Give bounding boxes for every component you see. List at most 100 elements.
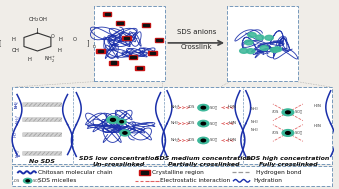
Text: [: [ [0,40,1,46]
Text: NH$_2^+$: NH$_2^+$ [44,55,57,65]
Text: $_4$OS: $_4$OS [272,129,280,137]
Circle shape [246,49,255,53]
Text: n: n [93,44,96,49]
Circle shape [282,130,294,136]
Text: $_4$OS: $_4$OS [187,137,196,144]
Bar [98,50,103,53]
Text: H: H [27,57,31,62]
Text: Hydrogen bond: Hydrogen bond [256,170,301,175]
FancyBboxPatch shape [22,133,62,137]
Text: $_4$OS: $_4$OS [187,120,196,127]
Circle shape [107,116,119,123]
Text: SDS low concentration
Un-crosslinked: SDS low concentration Un-crosslinked [79,156,158,167]
Bar [122,36,131,40]
Circle shape [26,180,29,182]
Circle shape [111,118,115,121]
Text: H$_3$N: H$_3$N [314,123,323,130]
Circle shape [198,105,209,111]
Text: Chitosan molecular chain: Chitosan molecular chain [38,170,113,175]
Text: NH$_2$: NH$_2$ [14,100,21,109]
Bar [116,21,124,25]
Text: NH$_3$: NH$_3$ [170,120,179,127]
Circle shape [120,130,130,136]
Bar [124,37,129,39]
Circle shape [201,122,205,125]
Text: NH$_3^+$: NH$_3^+$ [170,103,180,112]
Circle shape [282,109,294,116]
Text: SO$_4^-$: SO$_4^-$ [32,177,41,185]
Circle shape [285,132,290,134]
Circle shape [198,137,209,144]
FancyBboxPatch shape [94,6,165,81]
Bar [111,61,116,64]
Circle shape [285,111,290,114]
Text: O: O [73,37,77,42]
Bar [96,49,105,53]
Text: OH: OH [12,48,19,53]
Text: H$_3$N: H$_3$N [314,102,323,110]
Bar [139,170,149,175]
Text: H$_2$N: H$_2$N [228,120,237,127]
Circle shape [245,40,253,45]
Text: O: O [51,34,55,39]
Text: HO: HO [14,131,18,137]
Circle shape [117,119,126,124]
Bar [135,66,144,70]
FancyBboxPatch shape [12,166,332,186]
Text: SDS medium concentration
Partially crosslinked: SDS medium concentration Partially cross… [155,156,252,167]
Text: NH$_3^+$: NH$_3^+$ [170,136,180,145]
Circle shape [201,106,205,109]
Circle shape [248,33,256,37]
Text: CH$_2$OH: CH$_2$OH [27,15,47,24]
Text: SDS anions: SDS anions [177,29,216,35]
Circle shape [23,178,32,183]
Circle shape [260,46,268,50]
Bar [141,171,147,174]
Text: H: H [58,48,61,53]
Text: H: H [11,37,15,42]
Text: SO$_4^-$: SO$_4^-$ [210,120,219,128]
Circle shape [120,121,123,123]
Bar [156,39,162,41]
Circle shape [270,47,279,52]
Text: $_4$OS: $_4$OS [187,104,196,112]
Bar [129,55,137,59]
Bar [109,60,118,65]
Circle shape [198,120,209,127]
Text: NH$_3$: NH$_3$ [250,119,259,126]
Text: $^\prime$H$_2$N: $^\prime$H$_2$N [227,137,237,144]
Text: Hydration: Hydration [253,178,282,183]
Text: $\approx$: $\approx$ [15,152,22,159]
Circle shape [273,47,282,52]
Circle shape [256,35,264,40]
FancyBboxPatch shape [227,6,298,81]
Text: SDS high concentration
Fully crosslinked: SDS high concentration Fully crosslinked [246,156,330,167]
Text: NH$_3$: NH$_3$ [250,126,259,134]
Bar [104,13,110,15]
FancyBboxPatch shape [22,118,62,122]
Text: NH$_3$: NH$_3$ [250,106,259,113]
Circle shape [201,139,205,142]
FancyBboxPatch shape [12,87,332,164]
Text: SDS micelles: SDS micelles [38,178,77,183]
Circle shape [265,35,273,40]
Text: ]: ] [86,40,89,46]
Bar [148,51,157,55]
Text: NH$_3^+$: NH$_3^+$ [14,99,22,108]
Bar [143,24,148,26]
Text: NH$_3^+$: NH$_3^+$ [14,148,23,158]
Text: $^\prime$H$_2$N: $^\prime$H$_2$N [227,104,237,112]
Circle shape [123,132,127,134]
Text: $_4$OS: $_4$OS [272,108,280,116]
Text: Crosslink: Crosslink [180,44,212,50]
Bar [131,56,136,58]
Text: SO$_4^-$: SO$_4^-$ [210,136,219,144]
FancyBboxPatch shape [22,103,62,107]
Circle shape [240,48,248,53]
Text: Electrostatic interaction: Electrostatic interaction [160,178,230,183]
Text: H: H [59,37,63,42]
Text: NH$_3^+$: NH$_3^+$ [14,114,23,124]
Bar [142,23,150,27]
FancyBboxPatch shape [22,151,62,156]
Text: SO$_4^-$: SO$_4^-$ [294,129,304,137]
